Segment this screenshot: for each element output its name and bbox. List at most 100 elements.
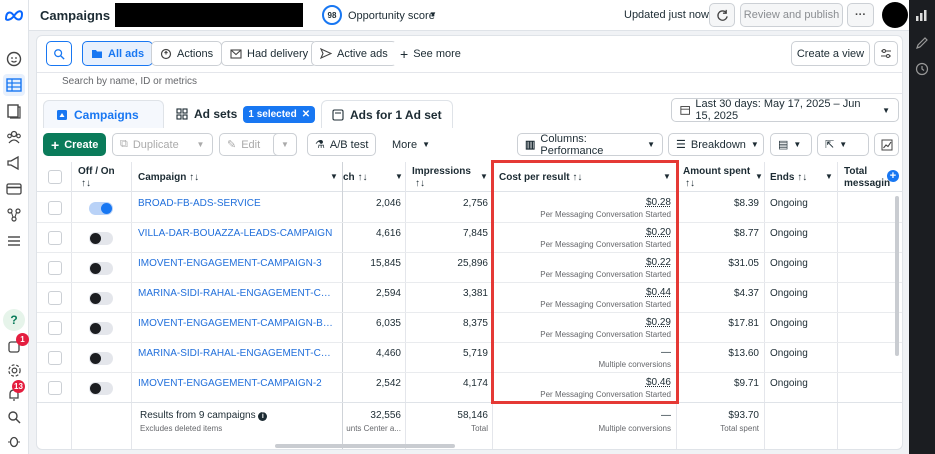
bug-report-icon[interactable] bbox=[3, 430, 25, 452]
info-icon[interactable]: i bbox=[258, 412, 268, 421]
campaign-name-link[interactable]: IMOVENT-ENGAGEMENT-CAMPAIGN-3 bbox=[138, 258, 322, 269]
smiley-icon[interactable] bbox=[3, 48, 25, 70]
campaign-name-link[interactable]: IMOVENT-ENGAGEMENT-CAMPAIGN-BUYE... bbox=[138, 318, 336, 329]
select-all-checkbox[interactable] bbox=[48, 170, 62, 184]
filter-all-ads[interactable]: All ads bbox=[82, 41, 154, 66]
row-checkbox[interactable] bbox=[48, 351, 62, 365]
campaign-name-link[interactable]: MARINA-SIDI-RAHAL-ENGAGEMENT-CAMP... bbox=[138, 348, 336, 359]
campaign-toggle[interactable] bbox=[89, 352, 113, 365]
campaign-toggle[interactable] bbox=[89, 292, 113, 305]
more-button[interactable]: More ▼ bbox=[385, 133, 437, 156]
breakdown-button[interactable]: ☰ Breakdown ▼ bbox=[668, 133, 764, 156]
date-range-picker[interactable]: Last 30 days: May 17, 2025 – Jun 15, 202… bbox=[671, 98, 899, 122]
header-impressions[interactable]: Impressions bbox=[412, 166, 471, 177]
header-cost-per-result[interactable]: Cost per result ↑↓ bbox=[499, 172, 583, 183]
campaign-toggle[interactable] bbox=[89, 202, 113, 215]
columns-button[interactable]: ▥ Columns: Performance ▼ bbox=[517, 133, 663, 157]
campaign-name-link[interactable]: BROAD-FB-ADS-SERVICE bbox=[138, 198, 261, 209]
settings-gear-icon[interactable] bbox=[3, 359, 25, 381]
table-row[interactable]: VILLA-DAR-BOUAZZA-LEADS-CAMPAIGN 4,616 7,8… bbox=[37, 223, 902, 253]
megaphone-icon[interactable] bbox=[3, 152, 25, 174]
table-row[interactable]: BROAD-FB-ADS-SERVICE 2,046 2,756 $0.28 Per M… bbox=[37, 193, 902, 223]
header-campaign[interactable]: Campaign ↑↓ bbox=[138, 172, 200, 183]
reports-button[interactable]: ▤ ▼ bbox=[770, 133, 812, 156]
events-manager-icon[interactable] bbox=[3, 204, 25, 226]
review-publish-button[interactable]: Review and publish bbox=[740, 3, 843, 27]
table-icon[interactable] bbox=[3, 74, 25, 96]
chevron-down-icon[interactable]: ▼ bbox=[330, 172, 338, 181]
row-checkbox[interactable] bbox=[48, 201, 62, 215]
tab-ads[interactable]: Ads for 1 Ad set bbox=[321, 100, 453, 128]
audience-icon[interactable] bbox=[3, 126, 25, 148]
chevron-down-icon[interactable]: ▼ bbox=[480, 172, 488, 181]
help-icon[interactable]: ? bbox=[3, 309, 25, 331]
ab-test-button[interactable]: ⚗ A/B test bbox=[307, 133, 377, 156]
chevron-down-icon[interactable]: ▼ bbox=[395, 172, 403, 181]
campaign-toggle[interactable] bbox=[89, 232, 113, 245]
close-icon[interactable]: ✕ bbox=[301, 108, 311, 120]
vertical-scrollbar[interactable] bbox=[895, 196, 899, 356]
campaign-name-link[interactable]: VILLA-DAR-BOUAZZA-LEADS-CAMPAIGN bbox=[138, 228, 333, 239]
tab-campaigns[interactable]: Campaigns bbox=[43, 100, 164, 128]
bar-chart-icon[interactable] bbox=[915, 8, 929, 22]
table-row[interactable]: MARINA-SIDI-RAHAL-ENGAGEMENT-CAMP... 2,59… bbox=[37, 283, 902, 313]
table-row[interactable]: IMOVENT-ENGAGEMENT-CAMPAIGN-3 15,845 25,89… bbox=[37, 253, 902, 283]
opportunity-score-label[interactable]: Opportunity score bbox=[348, 10, 435, 22]
chevron-down-icon[interactable]: ▼ bbox=[663, 172, 671, 181]
duplicate-dropdown[interactable]: ▼ bbox=[189, 133, 213, 156]
row-checkbox[interactable] bbox=[48, 321, 62, 335]
header-amount-spent[interactable]: Amount spent bbox=[683, 166, 751, 177]
edit-dropdown[interactable]: ▼ bbox=[273, 133, 297, 156]
campaign-toggle[interactable] bbox=[89, 382, 113, 395]
charts-button[interactable] bbox=[874, 133, 899, 156]
chevron-down-icon[interactable]: ▼ bbox=[429, 10, 437, 19]
add-column-icon[interactable]: + bbox=[887, 170, 899, 182]
campaign-toggle[interactable] bbox=[89, 262, 113, 275]
horizontal-scrollbar[interactable] bbox=[275, 444, 455, 448]
table-row[interactable]: IMOVENT-ENGAGEMENT-CAMPAIGN-BUYE... 6,035… bbox=[37, 313, 902, 343]
header-impressions-sort[interactable]: ↑↓ bbox=[415, 178, 425, 189]
pencil-icon[interactable] bbox=[915, 36, 929, 50]
row-checkbox[interactable] bbox=[48, 231, 62, 245]
chevron-down-icon[interactable]: ▼ bbox=[755, 172, 763, 181]
history-clock-icon[interactable] bbox=[915, 62, 929, 76]
row-checkbox[interactable] bbox=[48, 291, 62, 305]
alerts-bell-icon[interactable]: 13 bbox=[3, 380, 25, 406]
create-button[interactable]: + Create bbox=[43, 133, 107, 156]
meta-logo-icon[interactable] bbox=[3, 4, 25, 26]
search-toggle-button[interactable] bbox=[46, 41, 72, 66]
selected-pill[interactable]: 1 selected ✕ bbox=[243, 105, 316, 123]
search-input[interactable]: Search by name, ID or metrics bbox=[62, 76, 198, 87]
search-nav-icon[interactable] bbox=[3, 406, 25, 428]
menu-icon[interactable] bbox=[3, 230, 25, 252]
opportunity-score-ring[interactable]: 98 bbox=[322, 5, 342, 25]
view-settings-button[interactable] bbox=[874, 41, 898, 66]
campaign-toggle[interactable] bbox=[89, 322, 113, 335]
billing-card-icon[interactable] bbox=[3, 178, 25, 200]
pages-icon[interactable] bbox=[3, 100, 25, 122]
notifications-icon[interactable]: 1 bbox=[3, 333, 29, 358]
campaign-name-link[interactable]: MARINA-SIDI-RAHAL-ENGAGEMENT-CAMP... bbox=[138, 288, 336, 299]
refresh-button[interactable] bbox=[709, 3, 735, 27]
more-options-button[interactable]: ··· bbox=[847, 3, 874, 27]
table-row[interactable]: IMOVENT-ENGAGEMENT-CAMPAIGN-2 2,542 4,174 $… bbox=[37, 373, 902, 403]
header-ends[interactable]: Ends ↑↓ bbox=[770, 172, 808, 183]
header-total-messaging[interactable]: Total bbox=[844, 166, 868, 177]
header-reach[interactable]: ch ↑↓ bbox=[343, 172, 368, 183]
tab-ad-sets[interactable]: Ad sets 1 selected ✕ bbox=[176, 100, 316, 128]
search-bar[interactable] bbox=[37, 72, 902, 94]
filter-actions[interactable]: Actions bbox=[151, 41, 223, 66]
see-more-button[interactable]: + See more bbox=[392, 41, 469, 66]
campaign-name-link[interactable]: IMOVENT-ENGAGEMENT-CAMPAIGN-2 bbox=[138, 378, 322, 389]
filter-had-delivery[interactable]: Had delivery bbox=[221, 41, 318, 66]
row-checkbox[interactable] bbox=[48, 381, 62, 395]
row-checkbox[interactable] bbox=[48, 261, 62, 275]
filter-active-ads[interactable]: Active ads bbox=[311, 41, 397, 66]
header-amount-spent-sort[interactable]: ↑↓ bbox=[685, 178, 695, 189]
avatar[interactable] bbox=[882, 2, 908, 28]
chevron-down-icon[interactable]: ▼ bbox=[825, 172, 833, 181]
header-off-on[interactable]: Off / On bbox=[78, 166, 115, 177]
header-off-on-sort[interactable]: ↑↓ bbox=[81, 178, 91, 189]
create-view-button[interactable]: Create a view bbox=[791, 41, 870, 66]
table-row[interactable]: MARINA-SIDI-RAHAL-ENGAGEMENT-CAMP... 4,46… bbox=[37, 343, 902, 373]
